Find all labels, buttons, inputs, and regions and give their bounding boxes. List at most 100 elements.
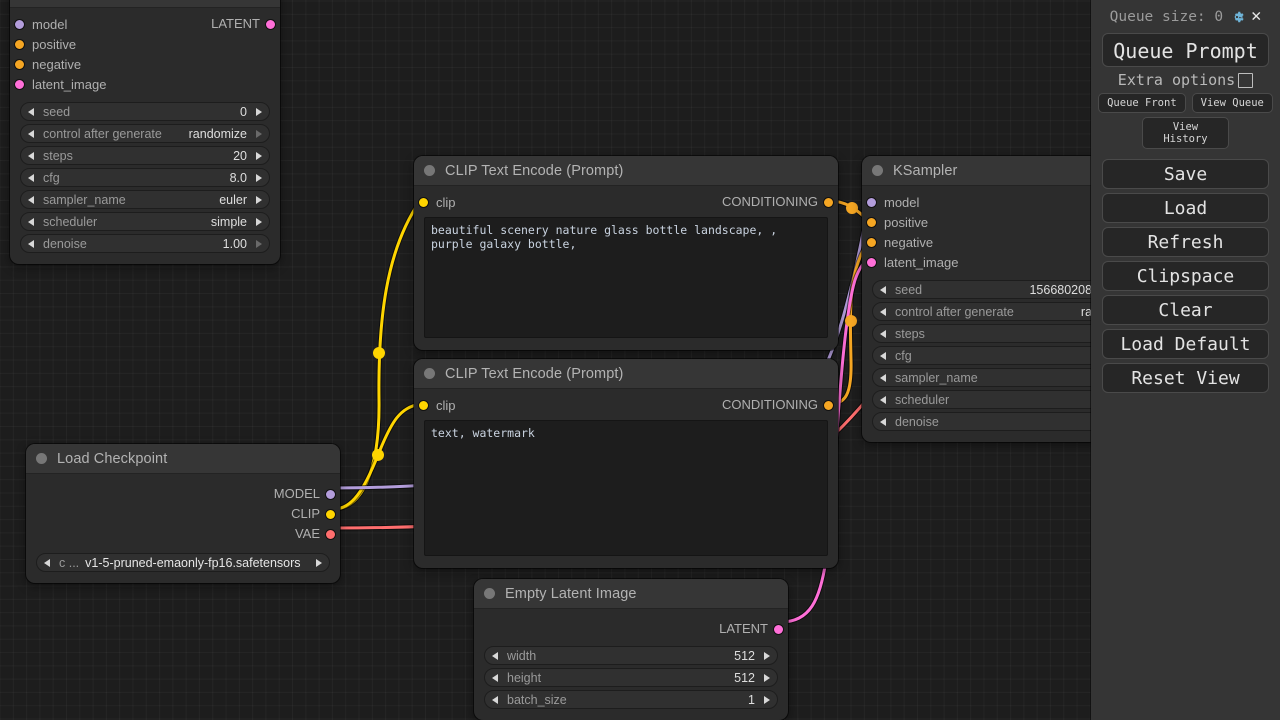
port-conditioning-icon[interactable] bbox=[824, 400, 833, 410]
port-model-icon[interactable] bbox=[15, 19, 24, 29]
port-latent-icon[interactable] bbox=[774, 624, 783, 634]
increment-arrow-icon[interactable] bbox=[256, 129, 262, 138]
port-conditioning-icon[interactable] bbox=[824, 197, 833, 207]
slot-clip[interactable]: clip CONDITIONING bbox=[414, 192, 838, 212]
slot-negative[interactable]: negative bbox=[10, 54, 280, 74]
slot-clip-out[interactable]: CLIP bbox=[26, 504, 340, 524]
widget-steps[interactable]: steps bbox=[872, 324, 1122, 343]
increment-arrow-icon[interactable] bbox=[256, 173, 262, 182]
slot-latent-image[interactable]: latent_image bbox=[862, 252, 1132, 272]
slot-positive[interactable]: positive bbox=[862, 212, 1132, 232]
port-latent-image-icon[interactable] bbox=[15, 79, 24, 89]
collapse-dot-icon[interactable] bbox=[36, 453, 47, 464]
slot-clip[interactable]: clip CONDITIONING bbox=[414, 395, 838, 415]
widget-ckpt-name[interactable]: c ... v1-5-pruned-emaonly-fp16.safetenso… bbox=[36, 553, 330, 572]
widget-denoise[interactable]: denoise 1.00 bbox=[20, 234, 270, 253]
widget-cfg[interactable]: cfg bbox=[872, 346, 1122, 365]
decrement-arrow-icon[interactable] bbox=[28, 195, 34, 204]
collapse-dot-icon[interactable] bbox=[872, 165, 883, 176]
widget-scheduler[interactable]: scheduler simple bbox=[20, 212, 270, 231]
widget-denoise[interactable]: denoise bbox=[872, 412, 1122, 431]
decrement-arrow-icon[interactable] bbox=[880, 285, 886, 294]
node-ksampler-right[interactable]: KSampler model positive negative latent_… bbox=[862, 156, 1132, 442]
port-positive-icon[interactable] bbox=[867, 217, 876, 227]
increment-arrow-icon[interactable] bbox=[256, 239, 262, 248]
port-model-icon[interactable] bbox=[326, 489, 335, 499]
decrement-arrow-icon[interactable] bbox=[880, 307, 886, 316]
slot-model[interactable]: model bbox=[862, 192, 1132, 212]
decrement-arrow-icon[interactable] bbox=[28, 129, 34, 138]
widget-seed[interactable]: seed 1566802087 bbox=[872, 280, 1122, 299]
port-latent-icon[interactable] bbox=[266, 19, 275, 29]
decrement-arrow-icon[interactable] bbox=[492, 651, 498, 660]
node-clip-text-encode-positive[interactable]: CLIP Text Encode (Prompt) clip CONDITION… bbox=[414, 156, 838, 350]
decrement-arrow-icon[interactable] bbox=[492, 673, 498, 682]
load-default-button[interactable]: Load Default bbox=[1102, 329, 1269, 359]
queue-front-button[interactable]: Queue Front bbox=[1098, 93, 1186, 113]
widget-width[interactable]: width 512 bbox=[484, 646, 778, 665]
port-positive-icon[interactable] bbox=[15, 39, 24, 49]
decrement-arrow-icon[interactable] bbox=[28, 217, 34, 226]
increment-arrow-icon[interactable] bbox=[256, 217, 262, 226]
gear-icon[interactable] bbox=[1229, 9, 1245, 25]
node-clip-text-encode-negative[interactable]: CLIP Text Encode (Prompt) clip CONDITION… bbox=[414, 359, 838, 568]
widget-seed[interactable]: seed 0 bbox=[20, 102, 270, 121]
decrement-arrow-icon[interactable] bbox=[880, 329, 886, 338]
widget-steps[interactable]: steps 20 bbox=[20, 146, 270, 165]
increment-arrow-icon[interactable] bbox=[256, 151, 262, 160]
slot-negative[interactable]: negative bbox=[862, 232, 1132, 252]
prompt-textarea[interactable]: text, watermark bbox=[424, 420, 828, 556]
collapse-dot-icon[interactable] bbox=[424, 368, 435, 379]
refresh-button[interactable]: Refresh bbox=[1102, 227, 1269, 257]
slot-model-out[interactable]: MODEL bbox=[26, 484, 340, 504]
decrement-arrow-icon[interactable] bbox=[492, 695, 498, 704]
port-negative-icon[interactable] bbox=[867, 237, 876, 247]
widget-batch-size[interactable]: batch_size 1 bbox=[484, 690, 778, 709]
port-latent-image-icon[interactable] bbox=[867, 257, 876, 267]
increment-arrow-icon[interactable] bbox=[764, 695, 770, 704]
extra-options-checkbox[interactable] bbox=[1238, 72, 1254, 88]
decrement-arrow-icon[interactable] bbox=[28, 151, 34, 160]
widget-control-after-generate[interactable]: control after generate ran bbox=[872, 302, 1122, 321]
load-button[interactable]: Load bbox=[1102, 193, 1269, 223]
queue-prompt-button[interactable]: Queue Prompt bbox=[1102, 33, 1269, 67]
decrement-arrow-icon[interactable] bbox=[28, 173, 34, 182]
node-empty-latent-image[interactable]: Empty Latent Image LATENT width 512 heig… bbox=[474, 579, 788, 720]
increment-arrow-icon[interactable] bbox=[256, 195, 262, 204]
increment-arrow-icon[interactable] bbox=[764, 673, 770, 682]
prompt-textarea[interactable]: beautiful scenery nature glass bottle la… bbox=[424, 217, 828, 338]
slot-model[interactable]: model LATENT bbox=[10, 14, 280, 34]
slot-latent-out[interactable]: LATENT bbox=[474, 619, 788, 639]
slot-positive[interactable]: positive bbox=[10, 34, 280, 54]
slot-latent-image[interactable]: latent_image bbox=[10, 74, 280, 94]
decrement-arrow-icon[interactable] bbox=[28, 239, 34, 248]
decrement-arrow-icon[interactable] bbox=[28, 107, 34, 116]
widget-sampler-name[interactable]: sampler_name euler bbox=[20, 190, 270, 209]
decrement-arrow-icon[interactable] bbox=[880, 417, 886, 426]
node-header[interactable]: CLIP Text Encode (Prompt) bbox=[414, 156, 838, 186]
save-button[interactable]: Save bbox=[1102, 159, 1269, 189]
decrement-arrow-icon[interactable] bbox=[880, 373, 886, 382]
node-header[interactable]: Empty Latent Image bbox=[474, 579, 788, 609]
port-clip-icon[interactable] bbox=[419, 400, 428, 410]
port-negative-icon[interactable] bbox=[15, 59, 24, 69]
slot-vae-out[interactable]: VAE bbox=[26, 524, 340, 544]
node-ksampler-top[interactable]: KSampler model LATENT positive negative … bbox=[10, 0, 280, 264]
close-icon[interactable]: ✕ bbox=[1251, 6, 1262, 26]
node-header[interactable]: KSampler bbox=[862, 156, 1132, 186]
clear-button[interactable]: Clear bbox=[1102, 295, 1269, 325]
increment-arrow-icon[interactable] bbox=[256, 107, 262, 116]
reset-view-button[interactable]: Reset View bbox=[1102, 363, 1269, 393]
node-load-checkpoint[interactable]: Load Checkpoint MODEL CLIP VAE c ... v1-… bbox=[26, 444, 340, 583]
increment-arrow-icon[interactable] bbox=[316, 558, 322, 567]
widget-sampler-name[interactable]: sampler_name bbox=[872, 368, 1122, 387]
port-vae-icon[interactable] bbox=[326, 529, 335, 539]
widget-height[interactable]: height 512 bbox=[484, 668, 778, 687]
port-clip-icon[interactable] bbox=[326, 509, 335, 519]
widget-cfg[interactable]: cfg 8.0 bbox=[20, 168, 270, 187]
widget-scheduler[interactable]: scheduler bbox=[872, 390, 1122, 409]
port-clip-icon[interactable] bbox=[419, 197, 428, 207]
node-header[interactable]: KSampler bbox=[10, 0, 280, 8]
node-header[interactable]: CLIP Text Encode (Prompt) bbox=[414, 359, 838, 389]
decrement-arrow-icon[interactable] bbox=[880, 351, 886, 360]
